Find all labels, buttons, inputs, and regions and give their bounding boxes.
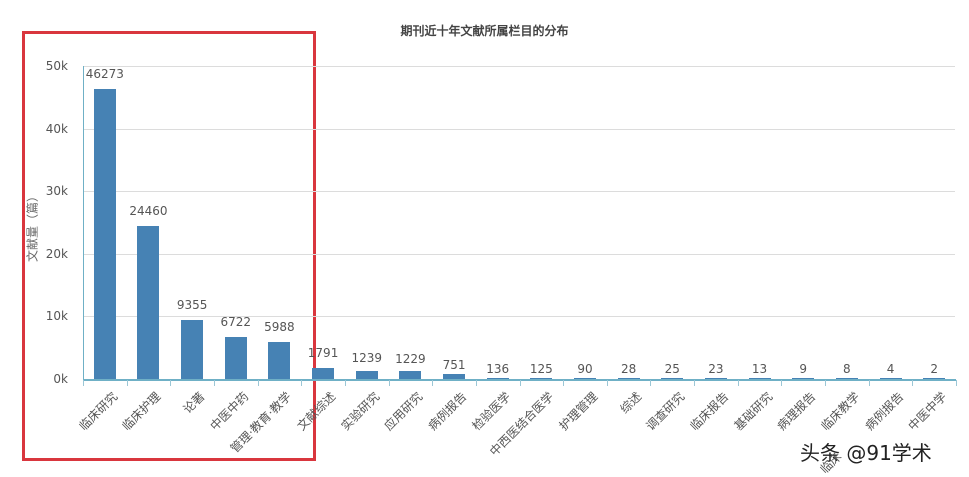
- x-tick-label: 基础研究: [731, 389, 775, 434]
- x-tick-mark: [825, 380, 827, 386]
- gridline: [83, 66, 955, 67]
- y-tick-label: 10k: [45, 309, 68, 324]
- x-tick-mark: [475, 380, 477, 386]
- gridline: [83, 128, 955, 130]
- x-tick-mark: [606, 380, 608, 386]
- bar-value-label: 9: [799, 362, 808, 377]
- bar[interactable]: [443, 374, 466, 379]
- bar-value-label: 24460: [129, 203, 168, 218]
- bar[interactable]: [879, 378, 902, 379]
- bar[interactable]: [704, 378, 727, 379]
- bar-value-label: 5988: [264, 319, 295, 334]
- bar-value-label: 1239: [351, 351, 382, 366]
- y-axis-title: 文献量（篇）: [25, 189, 40, 263]
- bar[interactable]: [835, 378, 858, 379]
- bar-value-label: 46273: [85, 67, 124, 82]
- bar[interactable]: [530, 378, 553, 379]
- x-tick-label: 综述: [617, 389, 644, 417]
- x-tick-label: 临床报告: [687, 389, 732, 434]
- x-tick-label: 应用研究: [381, 389, 426, 434]
- x-tick-mark: [126, 380, 128, 386]
- bar[interactable]: [181, 320, 204, 379]
- bar-value-label: 23: [708, 362, 724, 377]
- bar-value-label: 751: [442, 357, 466, 372]
- bar-value-label: 2: [930, 362, 938, 377]
- x-tick-mark: [170, 380, 172, 386]
- x-tick-mark: [868, 380, 870, 386]
- x-tick-mark: [344, 380, 346, 386]
- x-tick-label: 护理管理: [556, 389, 601, 434]
- y-tick-label: 20k: [45, 246, 68, 261]
- bar-value-label: 1791: [307, 345, 339, 360]
- x-tick-mark: [956, 380, 957, 386]
- bar-value-label: 25: [664, 362, 680, 377]
- x-tick-label: 调查研究: [643, 389, 688, 434]
- x-tick-label: 临床研究: [76, 389, 121, 434]
- y-tick-label: 40k: [45, 121, 68, 136]
- bar[interactable]: [137, 225, 160, 379]
- x-tick-mark: [781, 380, 783, 386]
- y-tick-label: 0k: [53, 372, 68, 386]
- x-tick-label: 病理报告: [774, 389, 819, 434]
- x-tick-mark: [301, 380, 303, 386]
- bar[interactable]: [748, 378, 771, 379]
- bar-value-label: 136: [486, 362, 510, 377]
- x-tick-mark: [83, 380, 84, 386]
- x-tick-label: 中医中学: [905, 389, 950, 434]
- x-tick-mark: [737, 380, 739, 386]
- bar-value-label: 125: [529, 362, 553, 377]
- x-tick-mark: [388, 380, 390, 386]
- x-tick-mark: [694, 380, 696, 386]
- bar[interactable]: [573, 378, 596, 379]
- y-tick-label: 50k: [45, 59, 68, 73]
- bar[interactable]: [268, 341, 291, 379]
- x-tick-label: 文献综述: [294, 389, 339, 434]
- bar[interactable]: [792, 378, 815, 379]
- bar-value-label: 9355: [176, 298, 208, 313]
- y-axis-line: [83, 66, 84, 380]
- bar[interactable]: [355, 371, 378, 379]
- x-tick-label: 论著: [180, 389, 208, 417]
- x-tick-mark: [213, 380, 215, 386]
- bar-value-label: 6722: [220, 314, 252, 329]
- watermark: 头条 @91学术: [800, 441, 932, 465]
- bar-value-label: 1229: [395, 351, 426, 366]
- bar[interactable]: [486, 378, 509, 379]
- bar-value-label: 4: [886, 362, 895, 377]
- x-tick-label: 临床护理: [119, 389, 164, 434]
- x-tick-mark: [257, 380, 259, 386]
- y-tick-label: 30k: [45, 184, 68, 199]
- bar-value-label: 13: [751, 362, 768, 377]
- x-tick-label: 实验研究: [338, 389, 383, 434]
- chart-title: 期刊近十年文献所属栏目的分布: [400, 24, 569, 38]
- x-tick-label: 临床教学: [818, 389, 863, 434]
- bar-value-label: 28: [620, 362, 637, 377]
- gridline: [83, 253, 955, 255]
- bar[interactable]: [661, 378, 684, 379]
- bar[interactable]: [312, 367, 335, 379]
- bar-value-label: 90: [577, 362, 593, 377]
- x-tick-mark: [650, 380, 652, 386]
- x-tick-mark: [519, 380, 521, 386]
- bar[interactable]: [923, 378, 946, 379]
- bar[interactable]: [93, 89, 116, 379]
- bar[interactable]: [617, 378, 640, 379]
- x-tick-mark: [563, 380, 565, 386]
- x-tick-mark: [432, 380, 434, 386]
- bar-value-label: 8: [843, 362, 851, 377]
- x-tick-mark: [912, 380, 914, 386]
- x-tick-label: 病例报告: [425, 389, 470, 434]
- bar[interactable]: [224, 336, 247, 379]
- gridline: [83, 191, 955, 193]
- gridline: [83, 316, 955, 318]
- bar[interactable]: [399, 371, 422, 379]
- x-tick-label: 病例报告: [861, 389, 906, 434]
